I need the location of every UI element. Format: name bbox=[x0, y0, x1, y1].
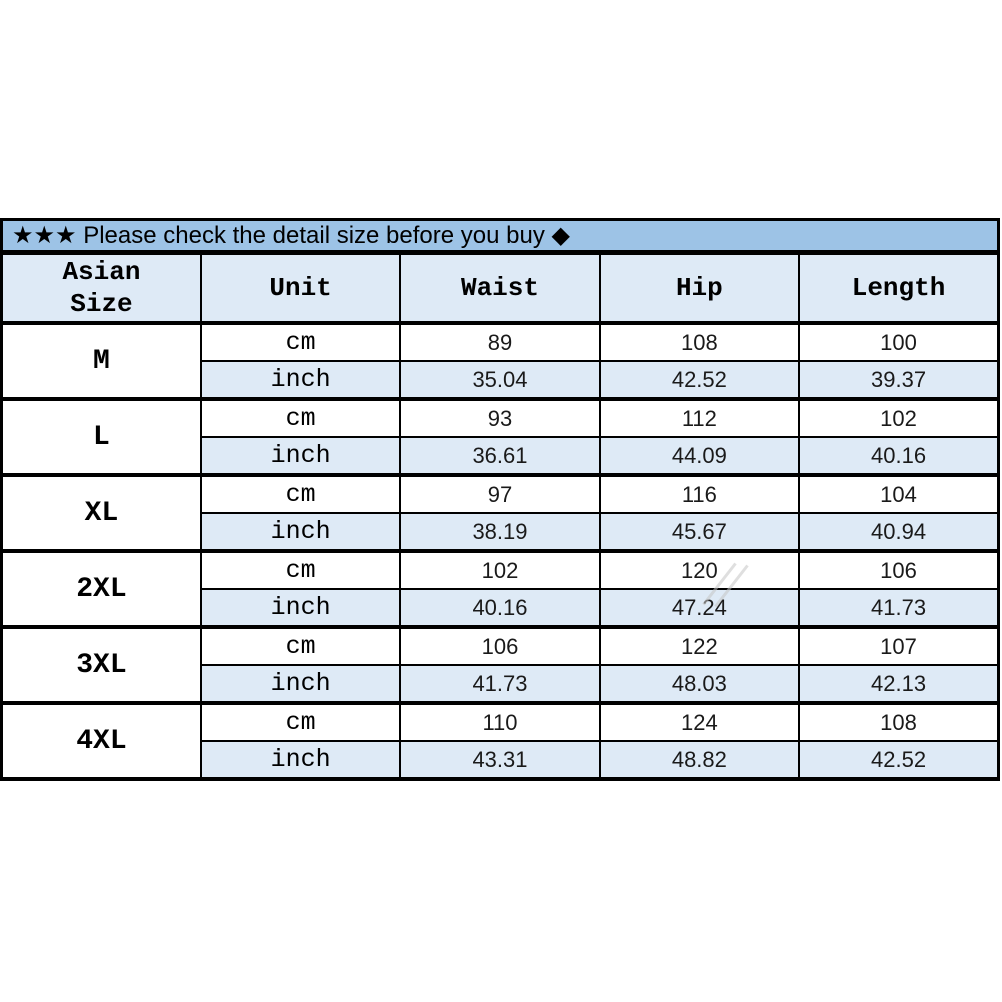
column-header-length: Length bbox=[798, 252, 1000, 325]
value-3XL-cm-waist: 106 bbox=[399, 626, 601, 666]
column-header-unit: Unit bbox=[199, 252, 402, 325]
value-2XL-cm-waist: 102 bbox=[399, 550, 601, 590]
value-2XL-inch-length: 41.73 bbox=[798, 588, 1000, 629]
size-label-3XL: 3XL bbox=[0, 626, 202, 705]
row-3XL-cm: 3XL cm 106 122 107 bbox=[0, 626, 1000, 705]
value-M-inch-length: 39.37 bbox=[798, 360, 1000, 401]
value-XL-inch-hip: 45.67 bbox=[598, 512, 801, 553]
value-3XL-cm-length: 107 bbox=[798, 626, 1000, 666]
unit-label-cm: cm bbox=[199, 702, 402, 742]
value-XL-inch-waist: 38.19 bbox=[399, 512, 601, 553]
value-2XL-inch-waist: 40.16 bbox=[399, 588, 601, 629]
value-4XL-inch-hip: 48.82 bbox=[598, 740, 801, 781]
notice-banner-text: ★★★ Please check the detail size before … bbox=[12, 222, 570, 249]
value-XL-cm-waist: 97 bbox=[399, 474, 601, 514]
value-M-cm-length: 100 bbox=[798, 322, 1000, 362]
value-3XL-cm-hip: 122 bbox=[598, 626, 801, 666]
unit-label-cm: cm bbox=[199, 398, 402, 438]
value-4XL-inch-length: 42.52 bbox=[798, 740, 1000, 781]
unit-label-inch: inch bbox=[199, 740, 402, 781]
value-L-inch-hip: 44.09 bbox=[598, 436, 801, 477]
table-header-row: Asian Size Unit Waist Hip Length bbox=[0, 252, 1000, 325]
value-M-cm-waist: 89 bbox=[399, 322, 601, 362]
value-M-inch-hip: 42.52 bbox=[598, 360, 801, 401]
value-4XL-inch-waist: 43.31 bbox=[399, 740, 601, 781]
value-XL-cm-length: 104 bbox=[798, 474, 1000, 514]
row-XL-cm: XL cm 97 116 104 bbox=[0, 474, 1000, 553]
unit-label-cm: cm bbox=[199, 322, 402, 362]
row-L-inch: inch 36.61 44.09 40.16 bbox=[2, 436, 1000, 477]
unit-label-cm: cm bbox=[199, 626, 402, 666]
notice-banner: ★★★ Please check the detail size before … bbox=[0, 218, 1000, 252]
unit-label-inch: inch bbox=[199, 436, 402, 477]
value-L-inch-waist: 36.61 bbox=[399, 436, 601, 477]
row-XL-inch: inch 38.19 45.67 40.94 bbox=[2, 512, 1000, 553]
size-label-4XL: 4XL bbox=[0, 702, 202, 781]
size-label-2XL: 2XL bbox=[0, 550, 202, 629]
row-4XL-cm: 4XL cm 110 124 108 bbox=[0, 702, 1000, 781]
value-2XL-cm-length: 106 bbox=[798, 550, 1000, 590]
value-L-cm-waist: 93 bbox=[399, 398, 601, 438]
value-M-inch-waist: 35.04 bbox=[399, 360, 601, 401]
unit-label-inch: inch bbox=[199, 512, 402, 553]
unit-label-cm: cm bbox=[199, 474, 402, 514]
row-4XL-inch: inch 43.31 48.82 42.52 bbox=[2, 740, 1000, 781]
row-3XL-inch: inch 41.73 48.03 42.13 bbox=[2, 664, 1000, 705]
column-header-hip: Hip bbox=[598, 252, 801, 325]
size-label-XL: XL bbox=[0, 474, 202, 553]
unit-label-inch: inch bbox=[199, 360, 402, 401]
column-header-asian-size: Asian Size bbox=[0, 252, 202, 325]
unit-label-inch: inch bbox=[199, 664, 402, 705]
unit-label-cm: cm bbox=[199, 550, 402, 590]
row-2XL-inch: inch 40.16 47.24 41.73 bbox=[2, 588, 1000, 629]
unit-label-inch: inch bbox=[199, 588, 402, 629]
value-4XL-cm-waist: 110 bbox=[399, 702, 601, 742]
value-XL-cm-hip: 116 bbox=[598, 474, 801, 514]
column-header-waist: Waist bbox=[399, 252, 601, 325]
size-label-L: L bbox=[0, 398, 202, 477]
value-2XL-inch-hip: 47.24 bbox=[598, 588, 801, 629]
value-3XL-inch-hip: 48.03 bbox=[598, 664, 801, 705]
row-M-inch: inch 35.04 42.52 39.37 bbox=[2, 360, 1000, 401]
value-3XL-inch-waist: 41.73 bbox=[399, 664, 601, 705]
value-L-cm-length: 102 bbox=[798, 398, 1000, 438]
value-4XL-cm-hip: 124 bbox=[598, 702, 801, 742]
size-label-M: M bbox=[0, 322, 202, 401]
value-L-inch-length: 40.16 bbox=[798, 436, 1000, 477]
value-2XL-cm-hip: 120 bbox=[598, 550, 801, 590]
value-3XL-inch-length: 42.13 bbox=[798, 664, 1000, 705]
value-XL-inch-length: 40.94 bbox=[798, 512, 1000, 553]
value-M-cm-hip: 108 bbox=[598, 322, 801, 362]
value-L-cm-hip: 112 bbox=[598, 398, 801, 438]
value-4XL-cm-length: 108 bbox=[798, 702, 1000, 742]
row-2XL-cm: 2XL cm 102 120 106 bbox=[0, 550, 1000, 629]
